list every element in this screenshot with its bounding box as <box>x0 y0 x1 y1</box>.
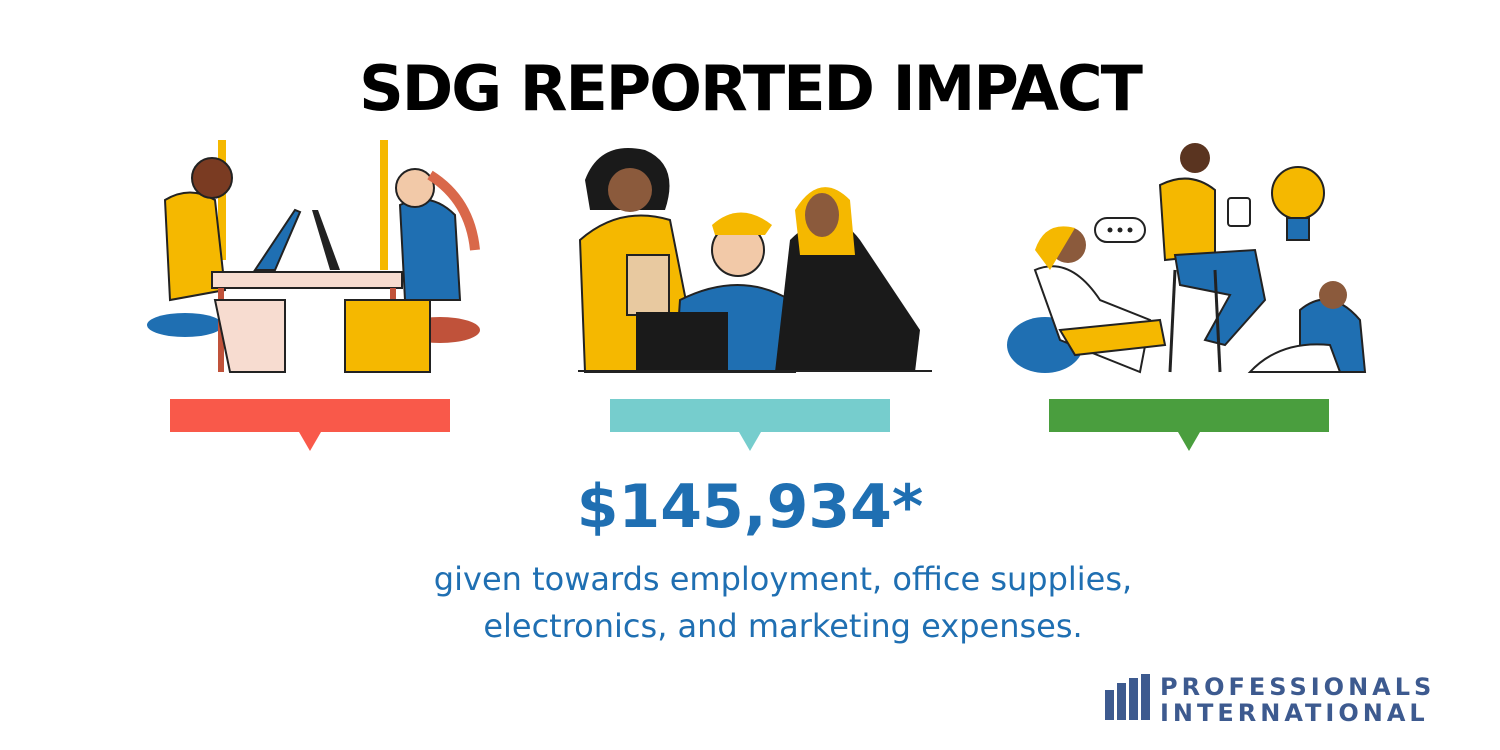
cap <box>712 212 772 235</box>
callout-green <box>1049 399 1329 451</box>
pole <box>218 140 226 260</box>
person <box>775 220 920 372</box>
dot <box>1117 227 1123 233</box>
head <box>1180 143 1210 173</box>
head <box>608 168 652 212</box>
logo-bar <box>1105 690 1114 720</box>
bulb-base <box>1286 217 1310 241</box>
callout-bar <box>1049 399 1329 432</box>
logo: PROFESSIONALS INTERNATIONAL <box>1105 673 1435 727</box>
description-line: given towards employment, office supplie… <box>434 560 1132 598</box>
callout-pointer <box>1178 432 1200 451</box>
person <box>398 198 462 301</box>
callout-pointer <box>299 432 321 451</box>
callout-bar <box>170 399 450 432</box>
tablet <box>1227 197 1251 227</box>
illustration-coworking <box>147 140 480 373</box>
head <box>1319 281 1347 309</box>
lightbulb <box>1271 166 1325 220</box>
amount: $145,934* <box>577 472 923 542</box>
pole <box>380 140 388 270</box>
description-line: electronics, and marketing expenses. <box>483 607 1082 645</box>
logo-bar <box>1129 678 1138 720</box>
callout-pointer <box>739 432 761 451</box>
illustration-team <box>578 148 932 373</box>
laptop <box>253 208 302 271</box>
callout-teal <box>610 399 890 451</box>
logo-text: PROFESSIONALS <box>1160 673 1435 701</box>
hair <box>427 170 480 251</box>
logo-text: INTERNATIONAL <box>1160 699 1429 727</box>
logo-bar <box>1117 683 1126 720</box>
stool <box>147 313 223 337</box>
legs <box>344 299 431 373</box>
legs <box>213 299 286 373</box>
head <box>191 157 233 199</box>
hair <box>1035 226 1075 270</box>
dot <box>1107 227 1113 233</box>
logo-bar <box>1141 674 1150 720</box>
callout-red <box>170 399 450 451</box>
legs <box>1058 318 1167 357</box>
legs <box>1173 248 1267 347</box>
title: SDG REPORTED IMPACT <box>359 52 1142 125</box>
laptop <box>312 210 340 270</box>
illustration-ideas <box>1007 143 1367 374</box>
dot <box>1127 227 1133 233</box>
clipboard <box>626 254 670 316</box>
laptop <box>636 312 728 370</box>
head <box>395 168 435 208</box>
legs <box>1247 343 1342 373</box>
face <box>805 193 839 237</box>
table <box>211 271 403 289</box>
stool-leg <box>1168 269 1177 373</box>
person <box>1158 177 1216 262</box>
callout-bar <box>610 399 890 432</box>
stool-leg <box>1213 269 1222 373</box>
